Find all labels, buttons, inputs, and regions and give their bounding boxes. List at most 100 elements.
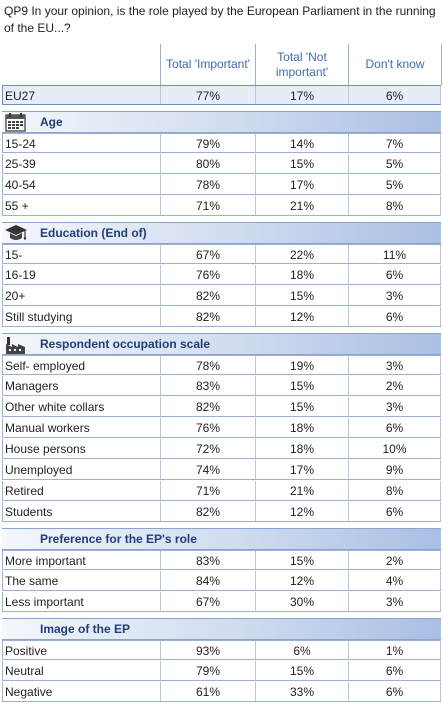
value-important: 78% bbox=[160, 356, 255, 374]
table-row: Retired 71% 21% 8% bbox=[2, 481, 441, 501]
row-label: 40-54 bbox=[2, 175, 160, 194]
value-not-important: 18% bbox=[255, 418, 348, 437]
row-label: House persons bbox=[2, 439, 160, 458]
table-row: More important 83% 15% 2% bbox=[2, 550, 441, 570]
value-dont-know: 11% bbox=[348, 245, 441, 263]
section-occupation: Respondent occupation scale bbox=[2, 333, 441, 355]
value-dont-know: 3% bbox=[348, 286, 441, 305]
value-important: 67% bbox=[160, 245, 255, 263]
value-not-important: 12% bbox=[255, 571, 348, 590]
value-not-important: 18% bbox=[255, 439, 348, 458]
row-label: Still studying bbox=[2, 307, 160, 326]
section-title: Image of the EP bbox=[40, 622, 131, 636]
row-label: 15-24 bbox=[2, 134, 160, 152]
value-not-important: 6% bbox=[255, 641, 348, 659]
value-important: 83% bbox=[160, 376, 255, 395]
value-important: 84% bbox=[160, 571, 255, 590]
value-not-important: 15% bbox=[255, 376, 348, 395]
value-not-important: 17% bbox=[255, 175, 348, 194]
value-not-important: 21% bbox=[255, 481, 348, 500]
table-row: Positive 93% 6% 1% bbox=[2, 640, 441, 660]
value-dont-know: 6% bbox=[348, 418, 441, 437]
value-dont-know: 10% bbox=[348, 439, 441, 458]
header-total-important: Total 'Important' bbox=[161, 44, 256, 85]
value-not-important: 30% bbox=[255, 592, 348, 611]
value-dont-know: 6% bbox=[348, 502, 441, 521]
table-row: 25-39 80% 15% 5% bbox=[2, 154, 441, 174]
section-preference: Preference for the EP's role bbox=[2, 528, 441, 550]
table-row: Other white collars 82% 15% 3% bbox=[2, 397, 441, 417]
row-label: More important bbox=[2, 551, 160, 569]
value-important: 93% bbox=[160, 641, 255, 659]
value-important: 82% bbox=[160, 307, 255, 326]
value-dont-know: 8% bbox=[348, 196, 441, 215]
table-row: Still studying 82% 12% 6% bbox=[2, 307, 441, 327]
section-image: Image of the EP bbox=[2, 618, 441, 640]
value-dont-know: 2% bbox=[348, 376, 441, 395]
row-label: EU27 bbox=[2, 86, 160, 104]
value-not-important: 15% bbox=[255, 154, 348, 173]
value-dont-know: 3% bbox=[348, 356, 441, 374]
table-row: House persons 72% 18% 10% bbox=[2, 439, 441, 459]
value-not-important: 15% bbox=[255, 397, 348, 416]
value-not-important: 15% bbox=[255, 286, 348, 305]
header-total-not-important: Total 'Not important' bbox=[256, 44, 349, 85]
table-row: 15-24 79% 14% 7% bbox=[2, 133, 441, 153]
value-important: 82% bbox=[160, 397, 255, 416]
value-dont-know: 6% bbox=[348, 86, 441, 104]
value-important: 82% bbox=[160, 502, 255, 521]
value-not-important: 15% bbox=[255, 551, 348, 569]
value-important: 77% bbox=[160, 86, 255, 104]
row-label: 25-39 bbox=[2, 154, 160, 173]
value-dont-know: 9% bbox=[348, 460, 441, 479]
eu27-row: EU27 77% 17% 6% bbox=[2, 85, 441, 105]
value-important: 80% bbox=[160, 154, 255, 173]
value-dont-know: 4% bbox=[348, 571, 441, 590]
row-label: Other white collars bbox=[2, 397, 160, 416]
row-label: Students bbox=[2, 502, 160, 521]
value-not-important: 17% bbox=[255, 86, 348, 104]
value-important: 79% bbox=[160, 134, 255, 152]
table-row: 16-19 76% 18% 6% bbox=[2, 265, 441, 285]
table-row: Neutral 79% 15% 6% bbox=[2, 661, 441, 681]
value-dont-know: 6% bbox=[348, 265, 441, 284]
value-not-important: 14% bbox=[255, 134, 348, 152]
row-label: 20+ bbox=[2, 286, 160, 305]
row-label: Positive bbox=[2, 641, 160, 659]
value-dont-know: 2% bbox=[348, 551, 441, 569]
value-not-important: 33% bbox=[255, 682, 348, 701]
section-title: Preference for the EP's role bbox=[40, 532, 197, 546]
table-row: Self- employed 78% 19% 3% bbox=[2, 355, 441, 375]
value-important: 83% bbox=[160, 551, 255, 569]
table-row: 20+ 82% 15% 3% bbox=[2, 286, 441, 306]
value-important: 78% bbox=[160, 175, 255, 194]
row-label: Self- employed bbox=[2, 356, 160, 374]
table-row: 55 + 71% 21% 8% bbox=[2, 196, 441, 216]
value-not-important: 12% bbox=[255, 502, 348, 521]
column-headers: Total 'Important' Total 'Not important' … bbox=[160, 44, 442, 85]
value-dont-know: 5% bbox=[348, 154, 441, 173]
value-important: 76% bbox=[160, 418, 255, 437]
table-row: Negative 61% 33% 6% bbox=[2, 682, 441, 702]
value-important: 79% bbox=[160, 661, 255, 680]
table-row: Unemployed 74% 17% 9% bbox=[2, 460, 441, 480]
row-label: Negative bbox=[2, 682, 160, 701]
value-not-important: 12% bbox=[255, 307, 348, 326]
value-dont-know: 6% bbox=[348, 682, 441, 701]
row-label: Less important bbox=[2, 592, 160, 611]
table-title: QP9 In your opinion, is the role played … bbox=[4, 4, 436, 35]
value-important: 71% bbox=[160, 196, 255, 215]
value-dont-know: 5% bbox=[348, 175, 441, 194]
value-important: 71% bbox=[160, 481, 255, 500]
row-label: Unemployed bbox=[2, 460, 160, 479]
value-dont-know: 7% bbox=[348, 134, 441, 152]
value-not-important: 19% bbox=[255, 356, 348, 374]
value-dont-know: 8% bbox=[348, 481, 441, 500]
calendar-icon bbox=[5, 113, 26, 132]
value-important: 82% bbox=[160, 286, 255, 305]
table-row: 15- 67% 22% 11% bbox=[2, 244, 441, 264]
value-not-important: 15% bbox=[255, 661, 348, 680]
section-title: Age bbox=[40, 115, 63, 129]
value-dont-know: 6% bbox=[348, 307, 441, 326]
section-education: Education (End of) bbox=[2, 222, 441, 244]
